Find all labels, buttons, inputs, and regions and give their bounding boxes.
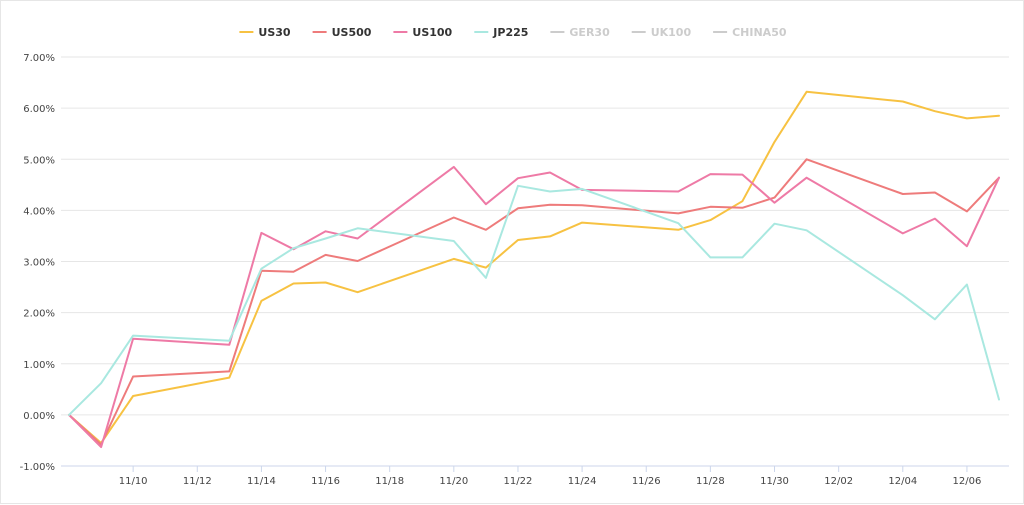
legend-item-us30[interactable]: US30 — [239, 26, 291, 39]
x-tick-label: 11/24 — [568, 476, 597, 487]
y-tick-label: 1.00% — [23, 360, 55, 371]
legend-label: US500 — [332, 26, 372, 39]
legend-item-ger30[interactable]: GER30 — [550, 26, 610, 39]
legend-item-china50[interactable]: CHINA50 — [713, 26, 787, 39]
x-tick-label: 11/14 — [247, 476, 276, 487]
x-tick-label: 11/28 — [696, 476, 725, 487]
series-line-us30[interactable] — [68, 90, 1000, 444]
legend-item-jp225[interactable]: JP225 — [474, 26, 528, 39]
y-tick-label: 4.00% — [23, 206, 55, 217]
series-lines — [68, 90, 1000, 449]
legend-label: US100 — [412, 26, 452, 39]
x-tick-label: 12/04 — [888, 476, 917, 487]
x-tick-label: 11/10 — [119, 476, 148, 487]
legend-label: UK100 — [651, 26, 692, 39]
y-tick-label: 3.00% — [23, 258, 55, 269]
series-line-us100[interactable] — [68, 165, 1000, 449]
x-tick-label: 11/16 — [311, 476, 340, 487]
x-tick-label: 11/26 — [632, 476, 661, 487]
y-tick-label: 6.00% — [23, 104, 55, 115]
x-tick-label: 12/02 — [824, 476, 853, 487]
series-line-us500[interactable] — [68, 158, 1000, 446]
y-axis-ticks: -1.00% 0.00% 1.00% 2.00% 3.00% 4.00% 5.00% 6.00… — [20, 53, 55, 473]
x-axis: 11/10 11/12 11/14 11/16 11/18 11/20 11/22 11/24… — [61, 465, 1009, 487]
y-tick-label: -1.00% — [20, 462, 55, 473]
y-tick-label: 5.00% — [23, 155, 55, 166]
x-tick-label: 11/12 — [183, 476, 212, 487]
legend[interactable]: US30 US500 US100 JP225 GER30 UK100 CHINA50 — [239, 26, 787, 39]
legend-label: CHINA50 — [732, 26, 787, 39]
series-line-jp225[interactable] — [68, 184, 1000, 416]
y-tick-label: 2.00% — [23, 309, 55, 320]
x-tick-label: 11/22 — [504, 476, 533, 487]
x-tick-label: 11/20 — [439, 476, 468, 487]
legend-item-us500[interactable]: US500 — [312, 26, 372, 39]
x-tick-label: 11/18 — [375, 476, 404, 487]
legend-label: GER30 — [569, 26, 610, 39]
y-tick-label: 0.00% — [23, 411, 55, 422]
x-tick-label: 12/06 — [953, 476, 982, 487]
legend-item-uk100[interactable]: UK100 — [631, 26, 692, 39]
legend-label: JP225 — [492, 26, 528, 39]
y-tick-label: 7.00% — [23, 53, 55, 64]
x-tick-label: 11/30 — [760, 476, 789, 487]
legend-item-us100[interactable]: US100 — [393, 26, 453, 39]
grid-lines — [61, 56, 1009, 467]
legend-label: US30 — [258, 26, 291, 39]
